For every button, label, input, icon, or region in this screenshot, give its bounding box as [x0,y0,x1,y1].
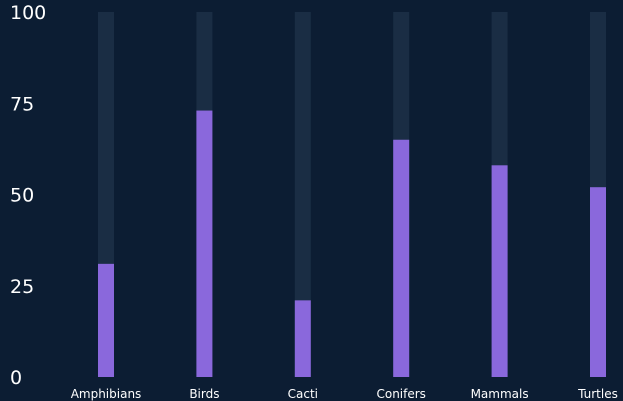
bar-turtles [590,187,606,377]
bars [98,110,606,378]
bar-amphibians [98,263,114,377]
bar-conifers [393,139,410,377]
bar-tracks [98,12,606,377]
x-tick-label-turtles: Turtles [577,387,618,401]
x-tick-label-cacti: Cacti [288,387,318,401]
bar-birds [196,110,213,378]
y-tick-label-50: 50 [10,185,34,207]
x-tick-label-birds: Birds [189,387,219,401]
bar-track-cacti [294,12,311,377]
y-tick-label-75: 75 [10,93,34,115]
x-tick-label-amphibians: Amphibians [71,387,142,401]
x-tick-label-mammals: Mammals [471,387,529,401]
x-axis: Amphibians Birds Cacti Conifers Mammals Turtl… [71,387,618,401]
y-tick-label-0: 0 [10,367,22,389]
bar-cacti [294,300,311,377]
y-tick-label-25: 25 [10,276,34,298]
y-axis: 0 25 50 75 100 [10,2,46,389]
y-tick-label-100: 100 [10,2,46,24]
bar-mammals [491,165,508,377]
x-tick-label-conifers: Conifers [376,387,425,401]
